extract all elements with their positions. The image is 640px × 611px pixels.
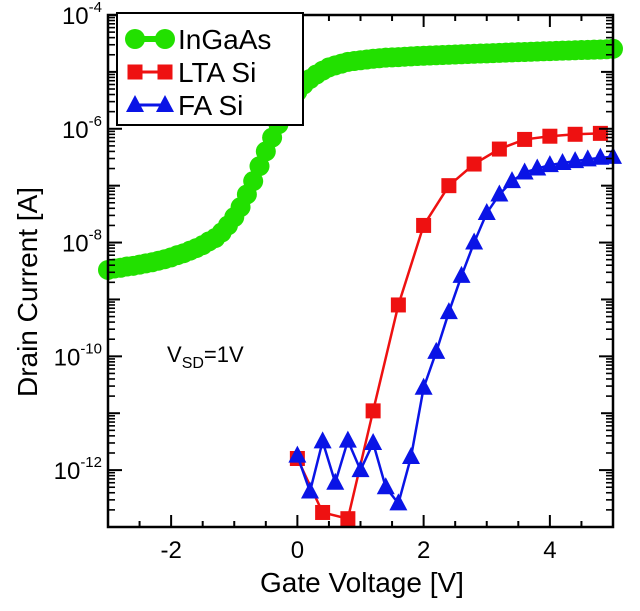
data-point — [390, 297, 406, 313]
data-point — [427, 341, 446, 359]
y-tick-label: 10-12 — [54, 454, 102, 485]
x-tick-label: 4 — [543, 537, 556, 564]
data-point — [466, 156, 482, 172]
data-point — [542, 128, 558, 144]
data-point — [351, 460, 370, 478]
data-point — [414, 377, 433, 395]
y-tick-label: 10-6 — [62, 113, 102, 144]
legend-label: LTA Si — [178, 57, 256, 88]
legend-item-lta-si: LTA Si — [127, 57, 256, 88]
y-axis-title: Drain Current [A] — [12, 187, 43, 397]
x-tick-label: -2 — [160, 537, 181, 564]
data-point — [553, 153, 572, 171]
data-point — [376, 477, 395, 495]
vsd-annotation: VSD=1V — [167, 342, 244, 372]
y-tick-label: 10-4 — [62, 0, 102, 30]
data-point — [315, 504, 331, 520]
data-point — [591, 147, 610, 165]
data-point — [439, 302, 458, 320]
vsd-sub: SD — [182, 355, 204, 372]
plot-content — [98, 38, 623, 527]
data-point — [503, 171, 521, 189]
vsd-main: V — [167, 342, 182, 367]
legend-marker — [127, 64, 143, 80]
legend-label: InGaAs — [178, 24, 271, 55]
legend-marker — [157, 64, 173, 80]
legend-item-ingaas: InGaAs — [125, 24, 271, 55]
data-point — [441, 178, 457, 194]
data-point — [340, 511, 356, 527]
series-fa-si — [288, 146, 622, 511]
vsd-rest: =1V — [204, 342, 244, 367]
data-point — [416, 217, 432, 233]
data-point — [540, 155, 559, 173]
legend-marker — [126, 95, 144, 112]
data-point — [402, 447, 420, 465]
data-point — [477, 203, 496, 221]
data-point — [566, 151, 585, 169]
axis-ticks — [107, 14, 614, 528]
data-point — [517, 131, 533, 147]
data-point — [389, 493, 408, 511]
data-point — [452, 265, 471, 283]
data-point — [578, 149, 597, 167]
data-point — [301, 481, 319, 499]
data-point — [313, 431, 332, 449]
data-point — [465, 232, 484, 250]
legend-marker — [156, 95, 174, 112]
data-point — [326, 472, 345, 490]
data-point — [490, 184, 509, 202]
data-point — [288, 445, 307, 463]
data-point — [364, 432, 383, 450]
x-tick-label: 0 — [291, 537, 304, 564]
data-point — [243, 171, 264, 192]
y-tick-label: 10-8 — [62, 227, 102, 258]
series-ingaas — [98, 38, 623, 280]
legend-marker — [125, 29, 145, 49]
legend-item-fa-si: FA Si — [126, 90, 243, 121]
legend-marker — [155, 29, 175, 49]
x-tick-label: 2 — [417, 537, 430, 564]
y-tick-label: 10-10 — [54, 340, 102, 371]
x-axis-title: Gate Voltage [V] — [260, 567, 464, 598]
series-lta-si — [289, 125, 608, 527]
data-point — [338, 430, 357, 448]
data-point — [365, 403, 381, 419]
data-point — [567, 126, 583, 142]
tick-labels: -2 0 2 4 10-12 10-10 10-8 10-6 10-4 — [54, 0, 557, 564]
data-point — [491, 141, 507, 157]
legend-label: FA Si — [178, 90, 243, 121]
